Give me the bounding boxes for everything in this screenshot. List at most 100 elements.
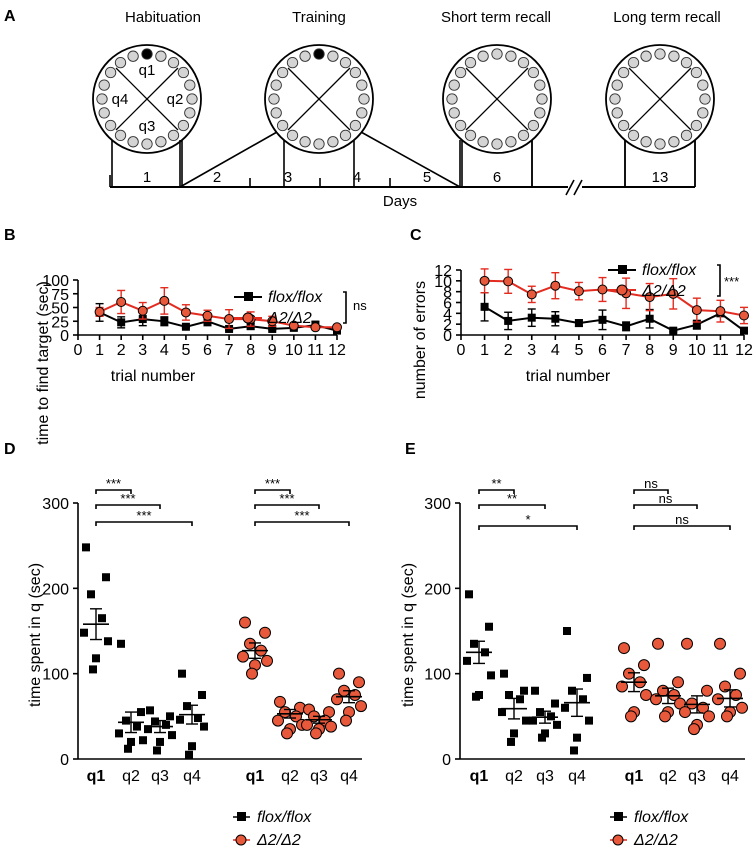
significance-label: *** bbox=[136, 508, 151, 523]
panel-d-label: D bbox=[4, 441, 16, 458]
maze-hole bbox=[276, 66, 289, 79]
maze-hole bbox=[127, 136, 139, 148]
maze-hole bbox=[327, 136, 339, 148]
series-delta bbox=[94, 287, 342, 333]
data-point bbox=[246, 667, 258, 680]
maze-hole bbox=[177, 66, 190, 79]
maze-hole bbox=[104, 66, 117, 79]
panel-e-y-axis-label: time spent in q (sec) bbox=[400, 563, 417, 707]
data-point bbox=[198, 691, 206, 699]
x-tick-label: 4 bbox=[551, 342, 560, 359]
panel-e: E time spent in q (sec) 0 100 200 300 q1 q2 q3… bbox=[400, 441, 748, 849]
data-point bbox=[166, 712, 174, 721]
maze-long-term-recall bbox=[605, 44, 715, 187]
data-point bbox=[224, 314, 235, 325]
data-point bbox=[736, 701, 748, 714]
panel-d: D time spent in q (sec) 0 100 200 300 q1 q2 q3… bbox=[4, 441, 367, 849]
maze-hole bbox=[627, 56, 640, 69]
panel-c-label: C bbox=[410, 227, 422, 244]
y-tick-label: 0 bbox=[442, 752, 451, 769]
comparison-bracket bbox=[478, 489, 515, 494]
data-point bbox=[550, 280, 561, 291]
maze-hole bbox=[127, 50, 139, 62]
category-label: q2 bbox=[122, 768, 140, 785]
maze-hole bbox=[313, 138, 325, 150]
x-tick-label: 3 bbox=[527, 342, 536, 359]
category-label: q4 bbox=[721, 768, 739, 785]
legend-marker-flox bbox=[244, 292, 253, 301]
maze-hole bbox=[448, 107, 460, 119]
data-point bbox=[692, 320, 701, 329]
data-point bbox=[116, 297, 127, 307]
maze-hole bbox=[155, 136, 167, 148]
maze-hole bbox=[98, 79, 110, 91]
data-point bbox=[310, 322, 321, 333]
x-tick-label: 7 bbox=[225, 342, 234, 359]
maze-hole bbox=[699, 93, 711, 105]
x-tick-label: 0 bbox=[457, 342, 466, 359]
quadrant-divider bbox=[115, 67, 179, 131]
maze-hole bbox=[654, 138, 666, 150]
data-point bbox=[272, 714, 284, 727]
data-point bbox=[526, 289, 537, 300]
x-tick-label: 1 bbox=[95, 342, 104, 359]
comparison-bracket bbox=[95, 504, 161, 509]
maze-hole bbox=[184, 107, 196, 119]
maze-hole bbox=[448, 79, 460, 91]
legend-label-delta: Δ2/Δ2 bbox=[267, 310, 312, 327]
data-point bbox=[715, 306, 726, 317]
maze-hole bbox=[96, 93, 108, 105]
data-point bbox=[82, 543, 90, 552]
data-point bbox=[551, 699, 559, 708]
data-point bbox=[188, 742, 196, 751]
data-point bbox=[139, 736, 147, 745]
x-tick-label: 11 bbox=[712, 342, 729, 359]
data-point bbox=[573, 286, 584, 297]
day-label: 5 bbox=[423, 169, 431, 186]
data-point bbox=[185, 750, 193, 759]
legend-label-delta: Δ2/Δ2 bbox=[641, 283, 686, 300]
x-tick-label: 9 bbox=[669, 342, 678, 359]
data-point bbox=[568, 686, 576, 695]
phase-long-term-recall: Long term recall bbox=[613, 9, 721, 26]
data-point bbox=[333, 667, 345, 680]
maze-hole bbox=[114, 129, 127, 142]
series-delta bbox=[479, 268, 749, 325]
data-point bbox=[181, 322, 190, 331]
comparison-bracket bbox=[478, 504, 546, 509]
data-point bbox=[561, 703, 569, 712]
legend-label-flox: flox/flox bbox=[642, 262, 697, 279]
maze-habituation bbox=[92, 44, 202, 187]
group-delta: q1 q2 q3 q4********* bbox=[237, 476, 367, 785]
quadrant-label-q4: q4 bbox=[112, 91, 129, 108]
legend-label-flox: flox/flox bbox=[257, 809, 312, 826]
x-tick-label: 4 bbox=[160, 342, 169, 359]
data-point bbox=[267, 316, 278, 327]
data-point bbox=[714, 637, 726, 650]
y-tick-label: 100 bbox=[424, 667, 451, 684]
legend-marker-flox bbox=[614, 812, 623, 821]
data-point bbox=[268, 324, 277, 333]
category-label: q1 bbox=[87, 768, 106, 785]
training-funnel-line bbox=[360, 131, 461, 188]
legend-marker-flox bbox=[237, 812, 246, 821]
data-point bbox=[622, 322, 631, 331]
panel-d-y-axis-label: time spent in q (sec) bbox=[27, 563, 44, 707]
maze-hole bbox=[527, 119, 540, 132]
comparison-bracket bbox=[254, 504, 320, 509]
maze-hole bbox=[358, 93, 370, 105]
y-tick-label: 25 bbox=[51, 314, 69, 331]
maze-hole bbox=[299, 50, 311, 62]
y-tick-label: 200 bbox=[42, 581, 69, 598]
series-flox bbox=[480, 292, 748, 335]
data-point bbox=[310, 727, 322, 740]
day-label: 1 bbox=[143, 169, 151, 186]
data-point bbox=[668, 288, 679, 299]
data-point bbox=[237, 650, 249, 663]
maze-hole bbox=[536, 93, 548, 105]
data-point bbox=[681, 637, 693, 650]
data-point bbox=[659, 710, 671, 723]
